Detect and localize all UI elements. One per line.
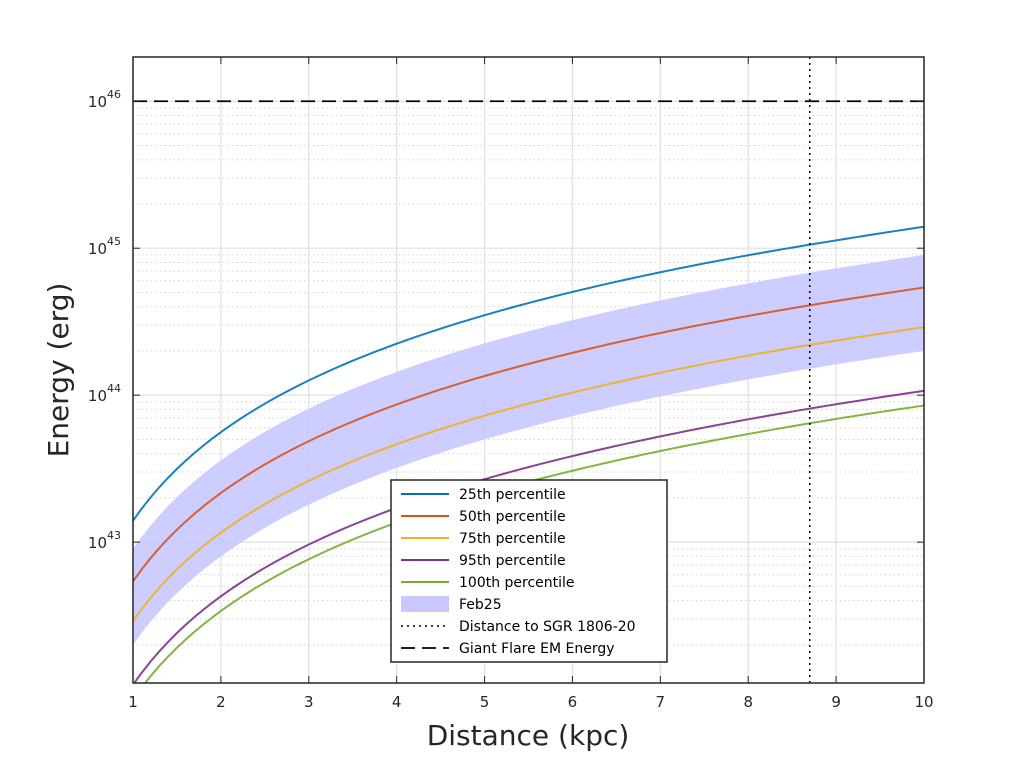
x-tick-label: 10 (914, 693, 933, 711)
reference-lines (133, 57, 924, 683)
legend-swatch-band (401, 596, 449, 612)
y-tick-label: 1044 (88, 382, 121, 405)
y-tick-label: 1046 (88, 88, 121, 111)
y-tick-label: 1043 (88, 529, 121, 552)
x-tick-labels: 1 2 3 4 5 6 7 8 9 10 (128, 693, 933, 711)
x-tick-label: 2 (216, 693, 226, 711)
legend-label: 25th percentile (459, 487, 566, 503)
series-line-1 (133, 225, 924, 522)
x-tick-label: 6 (568, 693, 578, 711)
legend-label: Giant Flare EM Energy (459, 641, 615, 657)
legend-label: 100th percentile (459, 575, 575, 591)
x-tick-label: 5 (480, 693, 490, 711)
x-tick-label: 3 (304, 693, 314, 711)
x-tick-label: 7 (656, 693, 666, 711)
axis-ticks (132, 57, 925, 683)
legend-label: 95th percentile (459, 553, 566, 569)
y-tick-labels: 1043 1044 1045 1046 (88, 88, 121, 552)
series-line-2 (133, 286, 924, 583)
series-line-3 (133, 326, 924, 622)
legend-label: 50th percentile (459, 509, 566, 525)
band-feb25 (133, 254, 924, 645)
legend-box (390, 479, 668, 663)
y-tick-label: 1045 (88, 235, 121, 258)
x-tick-label: 9 (831, 693, 841, 711)
x-axis-label: Distance (kpc) (427, 719, 630, 752)
x-tick-label: 1 (128, 693, 138, 711)
legend-label: 75th percentile (459, 531, 566, 547)
x-tick-label: 4 (392, 693, 402, 711)
y-axis-label: Energy (erg) (42, 283, 75, 458)
legend-label: Feb25 (459, 597, 502, 613)
legend: 25th percentile 50th percentile 75th perce… (390, 479, 668, 663)
plot-frame (132, 56, 925, 684)
legend-label: Distance to SGR 1806-20 (459, 619, 636, 635)
band-layer (133, 254, 924, 645)
x-tick-label: 8 (743, 693, 753, 711)
series-line-4 (133, 389, 924, 683)
